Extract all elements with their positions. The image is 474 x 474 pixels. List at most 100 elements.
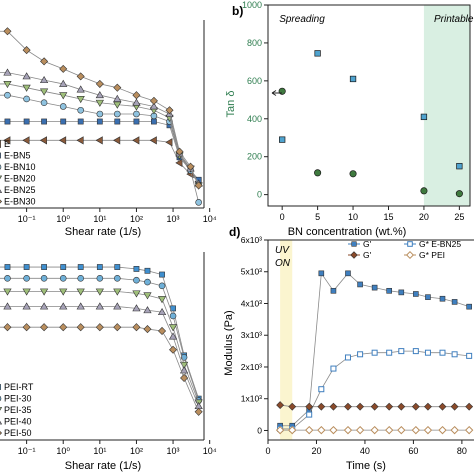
data-point bbox=[157, 307, 167, 316]
data-point bbox=[330, 365, 337, 372]
data-point bbox=[149, 96, 158, 105]
data-point bbox=[40, 99, 48, 107]
legend-label: E bbox=[4, 139, 10, 149]
data-point bbox=[22, 84, 31, 92]
data-point bbox=[76, 288, 85, 296]
data-point bbox=[3, 68, 12, 76]
data-point bbox=[133, 110, 140, 118]
data-point bbox=[76, 302, 85, 310]
panel-a-marks bbox=[0, 27, 203, 206]
legend-label: PEI-30 bbox=[4, 394, 32, 404]
data-point bbox=[22, 46, 31, 55]
series-line bbox=[0, 72, 200, 184]
data-point bbox=[59, 275, 67, 282]
data-point bbox=[157, 296, 167, 304]
data-point bbox=[288, 402, 297, 411]
data-point bbox=[318, 270, 325, 277]
data-point bbox=[175, 158, 183, 168]
region-label-spreading: Spreading bbox=[279, 14, 325, 25]
y-tick-label: 0 bbox=[257, 190, 262, 200]
data-point bbox=[132, 98, 141, 106]
data-point bbox=[412, 348, 419, 355]
legend-label: E-BN5 bbox=[4, 151, 31, 161]
legend-marker bbox=[405, 250, 415, 260]
data-point bbox=[40, 275, 48, 282]
data-point bbox=[3, 81, 12, 89]
data-point bbox=[133, 118, 140, 125]
data-point bbox=[96, 275, 104, 282]
data-point bbox=[345, 270, 351, 277]
x-tick-label: 15 bbox=[383, 212, 393, 222]
legend-label: G* E-BN25 bbox=[419, 239, 461, 249]
data-point bbox=[371, 349, 378, 356]
data-point bbox=[76, 72, 85, 81]
data-point bbox=[314, 169, 322, 177]
data-point bbox=[39, 75, 49, 84]
x-tick-label: 10⁴ bbox=[203, 214, 217, 224]
legend-label: PEI-40 bbox=[4, 417, 32, 427]
legend-label: E-BN25 bbox=[4, 185, 36, 195]
data-point bbox=[168, 324, 178, 332]
data-point bbox=[411, 402, 420, 411]
y-tick-label: 200 bbox=[247, 152, 262, 162]
legend-label: PEI-RT bbox=[4, 382, 34, 392]
y-tick-label: 1x10³ bbox=[241, 394, 262, 404]
data-point bbox=[420, 113, 428, 121]
data-point bbox=[413, 291, 419, 297]
data-point bbox=[40, 57, 49, 66]
y-tick-label: 1000 bbox=[242, 0, 262, 10]
x-tick-label: 80 bbox=[457, 446, 467, 456]
data-point bbox=[59, 103, 67, 110]
data-point bbox=[149, 136, 157, 145]
y-tick-label: 4x10³ bbox=[241, 298, 262, 308]
data-point bbox=[22, 302, 31, 310]
panel-d-axes: 0 20 40 60 80 0 1x10³ 2x10³ 3x10³ 4x10³ 5x10³ 6x10³ bbox=[241, 235, 474, 456]
panel-d: 0 20 40 60 80 0 1x10³ 2x10³ 3x10³ 4x10³ 5x10³ 6x10³… bbox=[223, 225, 474, 472]
legend-label: E-BN20 bbox=[4, 174, 36, 184]
uv-band bbox=[280, 240, 293, 440]
data-point bbox=[143, 325, 152, 334]
data-point bbox=[23, 118, 30, 125]
x-tick-label: 10⁻¹ bbox=[18, 214, 36, 224]
data-point bbox=[386, 349, 393, 356]
data-point bbox=[95, 288, 104, 296]
data-point bbox=[169, 345, 178, 354]
data-point bbox=[76, 136, 84, 145]
panel-a-x-axis-label: Shear rate (1/s) bbox=[65, 226, 141, 238]
panel-b-marks bbox=[278, 50, 463, 198]
data-point bbox=[464, 425, 474, 435]
data-point bbox=[77, 106, 84, 114]
legend-marker bbox=[0, 139, 1, 149]
data-point bbox=[132, 136, 140, 145]
x-tick-label: 10² bbox=[130, 214, 143, 224]
data-point bbox=[3, 136, 11, 145]
data-point bbox=[95, 79, 104, 88]
data-point bbox=[95, 302, 104, 310]
data-point bbox=[60, 118, 67, 125]
data-point bbox=[22, 72, 31, 80]
legend-label: G' bbox=[363, 239, 372, 249]
data-point bbox=[113, 302, 122, 310]
data-point bbox=[186, 162, 195, 171]
data-point bbox=[113, 323, 122, 332]
data-point bbox=[59, 288, 68, 296]
data-point bbox=[59, 79, 68, 87]
data-point bbox=[95, 91, 104, 99]
data-point bbox=[330, 287, 337, 294]
data-point bbox=[357, 351, 364, 358]
legend-label: PEI-35 bbox=[4, 405, 32, 415]
data-point bbox=[370, 425, 379, 435]
data-point bbox=[23, 95, 30, 103]
legend-label: E-BN30 bbox=[4, 197, 36, 207]
uv-label-line2: ON bbox=[275, 258, 291, 269]
data-point bbox=[398, 289, 405, 296]
x-tick-label: 5 bbox=[315, 212, 320, 222]
data-point bbox=[317, 425, 326, 435]
data-point bbox=[132, 91, 141, 100]
data-point bbox=[397, 425, 406, 435]
data-point bbox=[132, 323, 141, 332]
x-tick-label: 10² bbox=[130, 446, 143, 456]
